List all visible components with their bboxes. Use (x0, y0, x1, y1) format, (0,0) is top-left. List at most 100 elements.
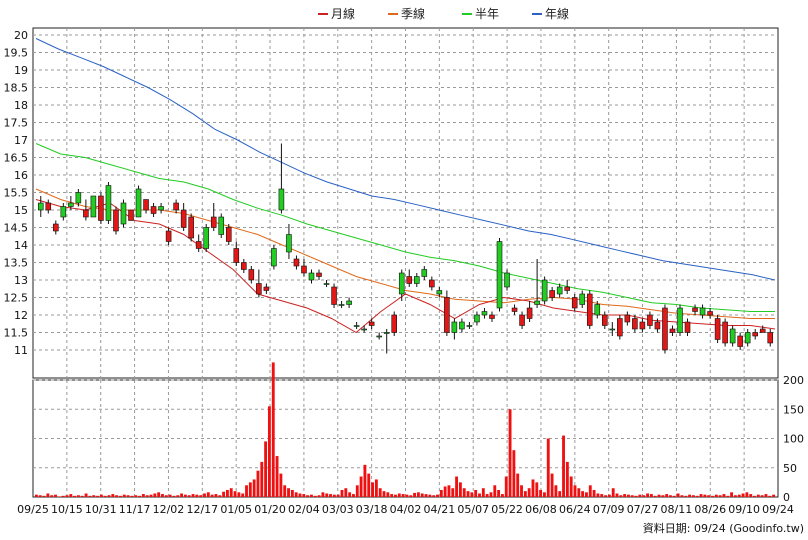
volume-bar (546, 438, 550, 497)
volume-bar (271, 362, 275, 497)
candle-body (759, 328, 766, 333)
x-tick-label: 03/18 (356, 503, 388, 516)
volume-bar (225, 489, 229, 497)
candle-body (722, 321, 728, 344)
volume-bar (634, 495, 638, 497)
volume-bar (638, 494, 642, 497)
volume-bar (214, 494, 218, 497)
price-tick-label: 11 (14, 344, 28, 357)
volume-bar (672, 495, 676, 497)
volume-bar (164, 495, 168, 497)
volume-bar (676, 493, 680, 497)
volume-bar (237, 492, 241, 497)
volume-bar (84, 493, 88, 497)
volume-bar (355, 485, 359, 497)
volume-bar (111, 494, 115, 497)
price-tick-label: 15.5 (4, 187, 29, 200)
volume-bar (531, 479, 535, 497)
volume-bar (321, 492, 325, 497)
volume-bar (397, 493, 401, 497)
volume-bar (737, 494, 741, 497)
volume-bar (539, 489, 543, 497)
volume-bar (390, 494, 394, 497)
volume-bar (657, 494, 661, 497)
candle-body (53, 223, 59, 232)
candle-body (308, 272, 315, 281)
volume-bar (103, 495, 107, 497)
candle-body (143, 199, 149, 211)
candle-body (376, 335, 382, 338)
candle-body (504, 272, 510, 288)
volume-bar (749, 494, 753, 497)
price-tick-label: 18.5 (4, 82, 29, 95)
volume-bar (623, 494, 627, 497)
candle-body (195, 241, 202, 249)
volume-bar (627, 494, 630, 497)
volume-bar (195, 494, 199, 497)
volume-bar (684, 495, 688, 497)
volume-bar (256, 470, 260, 497)
candle-body (624, 314, 631, 323)
volume-bar (233, 491, 237, 497)
volume-bar (756, 494, 760, 497)
volume-bar (596, 493, 600, 497)
candle-body (271, 248, 277, 267)
volume-bar (577, 488, 581, 497)
volume-bar (210, 494, 214, 497)
candle-body (323, 283, 330, 285)
volume-bar (394, 494, 397, 497)
candle-body (256, 283, 262, 295)
volume-bar (50, 495, 54, 497)
volume-bar (352, 494, 355, 497)
volume-bar (451, 488, 455, 497)
price-tick-label: 15 (14, 204, 28, 217)
volume-bar (313, 495, 317, 497)
candle-body (263, 286, 270, 291)
volume-bar (206, 492, 210, 497)
volume-tick-label: 0 (783, 491, 790, 504)
volume-bar (711, 495, 714, 497)
price-tick-label: 13 (14, 274, 28, 287)
volume-bar (466, 491, 470, 497)
volume-bar (554, 485, 558, 497)
volume-bar (607, 494, 611, 497)
x-tick-label: 09/10 (728, 503, 760, 516)
candle-body (602, 314, 608, 326)
volume-bar (359, 476, 363, 497)
volume-bar (187, 495, 191, 497)
volume-bar (485, 494, 489, 497)
volume-bar (302, 494, 306, 497)
candle-body (662, 307, 668, 351)
candle-body (429, 279, 435, 288)
candle-body (752, 332, 758, 337)
candle-body (316, 272, 322, 277)
candle-body (68, 202, 74, 207)
price-tick-label: 19 (14, 64, 28, 77)
candle-body (135, 188, 142, 218)
price-tick-label: 11.5 (4, 327, 29, 340)
candle-body (210, 216, 217, 228)
candle-body (571, 297, 578, 309)
candle-body (714, 318, 721, 340)
volume-bar (298, 493, 302, 497)
volume-bar (153, 493, 157, 497)
volume-bar (119, 495, 122, 497)
volume-bar (310, 494, 313, 497)
volume-bar (573, 485, 577, 497)
volume-bar (363, 464, 367, 497)
x-tick-label: 12/02 (153, 503, 185, 516)
volume-bar (180, 493, 184, 497)
candle-body (519, 314, 525, 326)
candle-body (556, 286, 563, 295)
candle-body (737, 335, 743, 347)
candle-body (158, 206, 164, 211)
x-tick-label: 07/09 (593, 503, 625, 516)
candle-body (586, 293, 593, 326)
candle-body (526, 307, 533, 319)
volume-tick-label: 150 (783, 403, 804, 416)
volume-bar (229, 488, 233, 497)
volume-bar (191, 494, 195, 497)
volume-bar (367, 473, 371, 497)
candle-body (301, 265, 307, 274)
volume-bar (107, 495, 111, 497)
